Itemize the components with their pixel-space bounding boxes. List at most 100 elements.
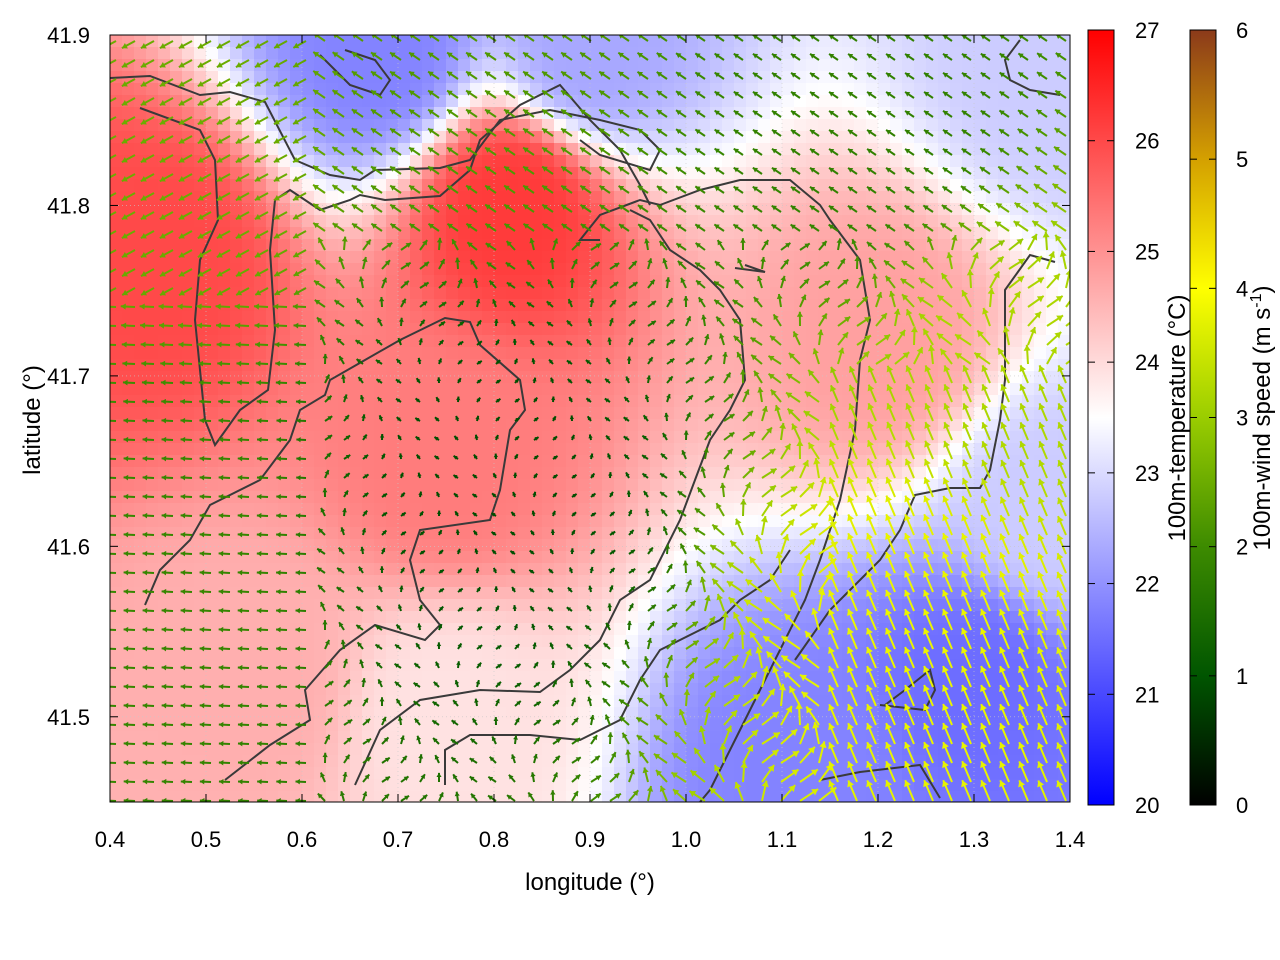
heatmap-cell <box>638 299 651 312</box>
heatmap-cell <box>182 611 195 624</box>
heatmap-cell <box>998 251 1011 264</box>
heatmap-cell <box>470 383 483 396</box>
heatmap-cell <box>818 119 831 132</box>
heatmap-cell <box>1022 191 1035 204</box>
heatmap-cell <box>626 83 639 96</box>
heatmap-cell <box>734 407 747 420</box>
heatmap-cell <box>122 359 135 372</box>
heatmap-cell <box>986 215 999 228</box>
heatmap-cell <box>818 623 831 636</box>
heatmap-cell <box>854 107 867 120</box>
heatmap-cell <box>206 755 219 768</box>
heatmap-cell <box>1010 227 1023 240</box>
heatmap-cell <box>146 203 159 216</box>
heatmap-cell <box>410 395 423 408</box>
heatmap-cell <box>854 95 867 108</box>
heatmap-cell <box>506 155 519 168</box>
heatmap-cell <box>662 431 675 444</box>
heatmap-cell <box>458 47 471 60</box>
heatmap-cell <box>770 71 783 84</box>
heatmap-cell <box>470 311 483 324</box>
heatmap-cell <box>566 347 579 360</box>
heatmap-cell <box>818 719 831 732</box>
heatmap-cell <box>818 671 831 684</box>
heatmap-cell <box>782 35 795 48</box>
heatmap-cell <box>350 431 363 444</box>
heatmap-cell <box>242 83 255 96</box>
heatmap-cell <box>422 647 435 660</box>
heatmap-cell <box>602 407 615 420</box>
heatmap-cell <box>782 719 795 732</box>
heatmap-cell <box>350 611 363 624</box>
heatmap-cell <box>650 95 663 108</box>
heatmap-cell <box>170 767 183 780</box>
heatmap-cell <box>734 119 747 132</box>
heatmap-cell <box>374 155 387 168</box>
heatmap-cell <box>614 539 627 552</box>
heatmap-cell <box>218 443 231 456</box>
heatmap-cell <box>614 239 627 252</box>
heatmap-cell <box>482 599 495 612</box>
heatmap-cell <box>698 215 711 228</box>
heatmap-cell <box>734 59 747 72</box>
heatmap-cell <box>170 395 183 408</box>
heatmap-cell <box>242 587 255 600</box>
heatmap-cell <box>734 155 747 168</box>
heatmap-cell <box>554 527 567 540</box>
heatmap-cell <box>146 275 159 288</box>
heatmap-cell <box>878 599 891 612</box>
heatmap-cell <box>914 59 927 72</box>
heatmap-cell <box>686 431 699 444</box>
heatmap-cell <box>338 563 351 576</box>
heatmap-cell <box>386 419 399 432</box>
heatmap-cell <box>458 35 471 48</box>
heatmap-cell <box>134 179 147 192</box>
heatmap-cell <box>734 779 747 792</box>
heatmap-cell <box>698 431 711 444</box>
heatmap-cell <box>458 611 471 624</box>
heatmap-cell <box>782 119 795 132</box>
heatmap-cell <box>254 71 267 84</box>
heatmap-cell <box>818 707 831 720</box>
heatmap-cell <box>590 191 603 204</box>
heatmap-cell <box>950 59 963 72</box>
heatmap-cell <box>950 143 963 156</box>
heatmap-cell <box>590 419 603 432</box>
heatmap-cell <box>878 155 891 168</box>
heatmap-cell <box>530 359 543 372</box>
heatmap-cell <box>506 599 519 612</box>
heatmap-cell <box>614 635 627 648</box>
heatmap-cell <box>446 371 459 384</box>
heatmap-cell <box>842 131 855 144</box>
heatmap-cell <box>542 155 555 168</box>
heatmap-cell <box>314 707 327 720</box>
heatmap-cell <box>518 431 531 444</box>
heatmap-cell <box>782 563 795 576</box>
heatmap-cell <box>710 215 723 228</box>
heatmap-cell <box>398 119 411 132</box>
heatmap-cell <box>398 143 411 156</box>
heatmap-cell <box>806 323 819 336</box>
heatmap-cell <box>326 671 339 684</box>
heatmap-cell <box>290 503 303 516</box>
heatmap-cell <box>170 167 183 180</box>
heatmap-cell <box>302 215 315 228</box>
heatmap-cell <box>206 599 219 612</box>
heatmap-cell <box>890 239 903 252</box>
heatmap-cell <box>782 59 795 72</box>
heatmap-cell <box>386 731 399 744</box>
heatmap-cell <box>386 443 399 456</box>
heatmap-cell <box>542 539 555 552</box>
heatmap-cell <box>602 83 615 96</box>
heatmap-cell <box>278 239 291 252</box>
heatmap-cell <box>626 479 639 492</box>
heatmap-cell <box>602 575 615 588</box>
heatmap-cell <box>218 659 231 672</box>
heatmap-cell <box>446 287 459 300</box>
heatmap-cell <box>302 755 315 768</box>
heatmap-cell <box>638 131 651 144</box>
heatmap-cell <box>206 35 219 48</box>
heatmap-cell <box>230 479 243 492</box>
heatmap-cell <box>314 551 327 564</box>
heatmap-cell <box>194 215 207 228</box>
